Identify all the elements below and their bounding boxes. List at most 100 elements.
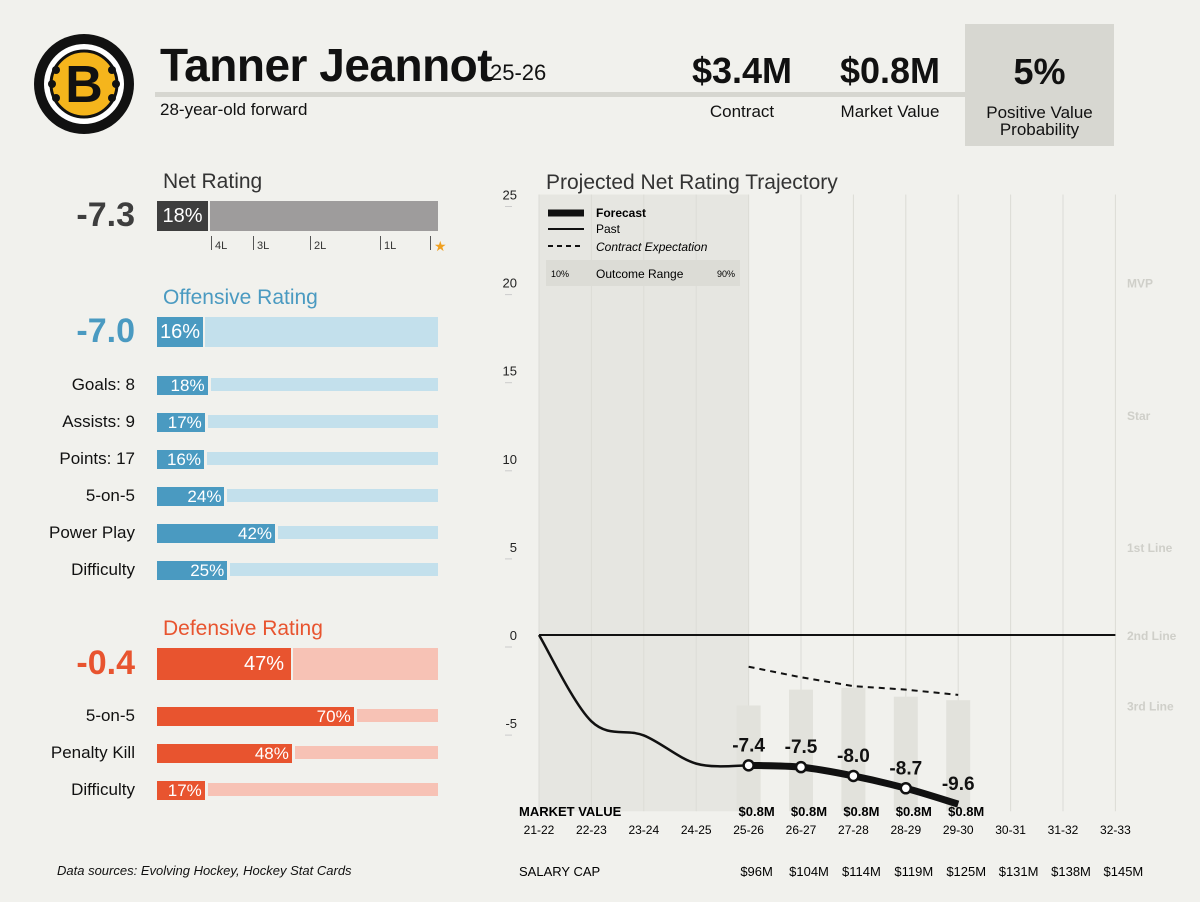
past-line	[537, 634, 749, 768]
salary-cap-cell: $96M	[740, 864, 773, 879]
outcome-range-bar	[841, 687, 866, 812]
x-tick-label: 30-31	[995, 823, 1026, 837]
offense-row-label: Assists: 9	[62, 412, 135, 431]
defensive-rating-title: Defensive Rating	[163, 617, 323, 640]
tier-label: 3rd Line	[1127, 699, 1174, 713]
offense-row-bar-bg	[278, 526, 438, 539]
offense-row-label: Power Play	[49, 523, 135, 542]
defense-row-bar-bg	[207, 783, 438, 796]
team-logo: B	[32, 32, 136, 136]
forecast-value-label: -7.4	[732, 735, 765, 756]
offensive-rating-pct: 16%	[157, 317, 203, 347]
market-value-cell: $0.8M	[843, 804, 879, 819]
y-tick-label: 25	[503, 188, 517, 203]
forecast-point	[794, 760, 808, 774]
trajectory-chart-title: Projected Net Rating Trajectory	[546, 171, 838, 194]
legend-range-swatch	[546, 260, 740, 286]
salary-cap-cell: $138M	[1051, 864, 1091, 879]
market-value-cell: $0.8M	[739, 804, 775, 819]
x-tick-label: 29-30	[943, 823, 974, 837]
offense-row-bar-bg	[210, 378, 438, 391]
x-tick-label: 26-27	[786, 823, 817, 837]
offensive-rating-value: -7.0	[76, 312, 135, 350]
market-value-row-label: MARKET VALUE	[519, 804, 622, 819]
x-tick-label: 24-25	[681, 823, 712, 837]
defense-row-bar: 70%	[157, 707, 354, 726]
contract-expectation-line	[748, 665, 959, 696]
offense-row-label: 5-on-5	[85, 486, 135, 505]
market-value-cell: $0.8M	[791, 804, 827, 819]
offense-row-bar: 18%	[157, 376, 208, 395]
net-tick-2l: 2L	[310, 236, 326, 252]
tier-label: Star	[1127, 409, 1151, 423]
net-rating-value: -7.3	[76, 196, 135, 234]
forecast-point	[847, 769, 860, 783]
legend-range-label: Outcome Range	[596, 267, 684, 281]
defense-row-label: Difficulty	[71, 780, 135, 799]
offensive-rating-bar-bg	[205, 317, 438, 347]
x-tick-label: 21-22	[524, 823, 555, 837]
forecast-value-label: -8.0	[837, 746, 870, 767]
defense-row-bar: 48%	[157, 744, 292, 763]
pvp-value: 5%	[1013, 51, 1066, 92]
net-rating-title: Net Rating	[163, 170, 263, 193]
outcome-range-bar	[946, 700, 971, 812]
defense-row-label: 5-on-5	[85, 706, 135, 725]
offense-row-bar: 42%	[157, 524, 276, 543]
market-value-label: Market Value	[840, 102, 940, 121]
y-tick-label: 10	[503, 452, 517, 467]
tier-label: 2nd Line	[1127, 629, 1177, 643]
season-label: 25-26	[490, 60, 547, 85]
defensive-rating-pct: 47%	[157, 648, 291, 680]
net-rating-pct: 18%	[157, 201, 208, 231]
player-subtitle: 28-year-old forward	[160, 100, 308, 119]
x-tick-label: 32-33	[1100, 823, 1131, 837]
header-divider	[155, 92, 965, 97]
forecast-value-label: -9.6	[942, 774, 975, 795]
offense-row-bar-bg	[227, 489, 438, 502]
legend-range-high: 90%	[717, 269, 735, 279]
defensive-rating-value: -0.4	[76, 644, 135, 682]
x-tick-label: 23-24	[628, 823, 659, 837]
y-tick-label: 5	[510, 540, 517, 555]
player-name: Tanner Jeannot	[160, 39, 493, 91]
star-icon: ★	[434, 238, 447, 254]
offense-row-bar: 17%	[157, 413, 205, 432]
legend-past-label: Past	[596, 222, 621, 236]
contract-value: $3.4M	[691, 50, 793, 91]
salary-cap-row-label: SALARY CAP	[519, 864, 600, 879]
offensive-rating-title: Offensive Rating	[163, 286, 318, 309]
net-tick-star: ★	[430, 236, 447, 254]
forecast-point	[899, 782, 913, 795]
offense-row-label: Goals: 8	[71, 375, 135, 394]
offense-row-bar-bg	[207, 415, 438, 428]
offense-row-bar-bg	[230, 563, 438, 576]
x-tick-label: 31-32	[1048, 823, 1079, 837]
y-tick-label: -5	[505, 716, 517, 731]
offense-row-bar: 24%	[157, 487, 225, 506]
salary-cap-cell: $125M	[946, 864, 986, 879]
market-value-cell: $0.8M	[948, 804, 984, 819]
contract-label: Contract	[709, 102, 775, 121]
forecast-value-label: -8.7	[889, 758, 922, 779]
legend-contract-label: Contract Expectation	[596, 240, 708, 254]
offense-row-label: Points: 17	[59, 449, 135, 468]
market-value-cell: $0.8M	[896, 804, 932, 819]
defense-row-label: Penalty Kill	[50, 743, 135, 762]
salary-cap-cell: $119M	[894, 864, 933, 879]
net-tick-4l: 4L	[211, 236, 227, 252]
outcome-range-bar	[736, 705, 761, 812]
salary-cap-cell: $104M	[789, 864, 829, 879]
offense-row-bar: 25%	[157, 561, 228, 580]
defense-row-bar-bg	[356, 709, 438, 722]
legend-range-low: 10%	[551, 269, 569, 279]
net-tick-3l: 3L	[253, 236, 269, 252]
net-tick-1l: 1L	[380, 236, 396, 252]
y-tick-label: 20	[503, 276, 517, 291]
offense-row-label: Difficulty	[71, 560, 135, 579]
salary-cap-cell: $145M	[1104, 864, 1144, 879]
pvp-label-1: Positive Value	[986, 103, 1093, 122]
data-sources-footnote: Data sources: Evolving Hockey, Hockey St…	[57, 863, 352, 878]
legend-forecast-label: Forecast	[596, 206, 646, 220]
